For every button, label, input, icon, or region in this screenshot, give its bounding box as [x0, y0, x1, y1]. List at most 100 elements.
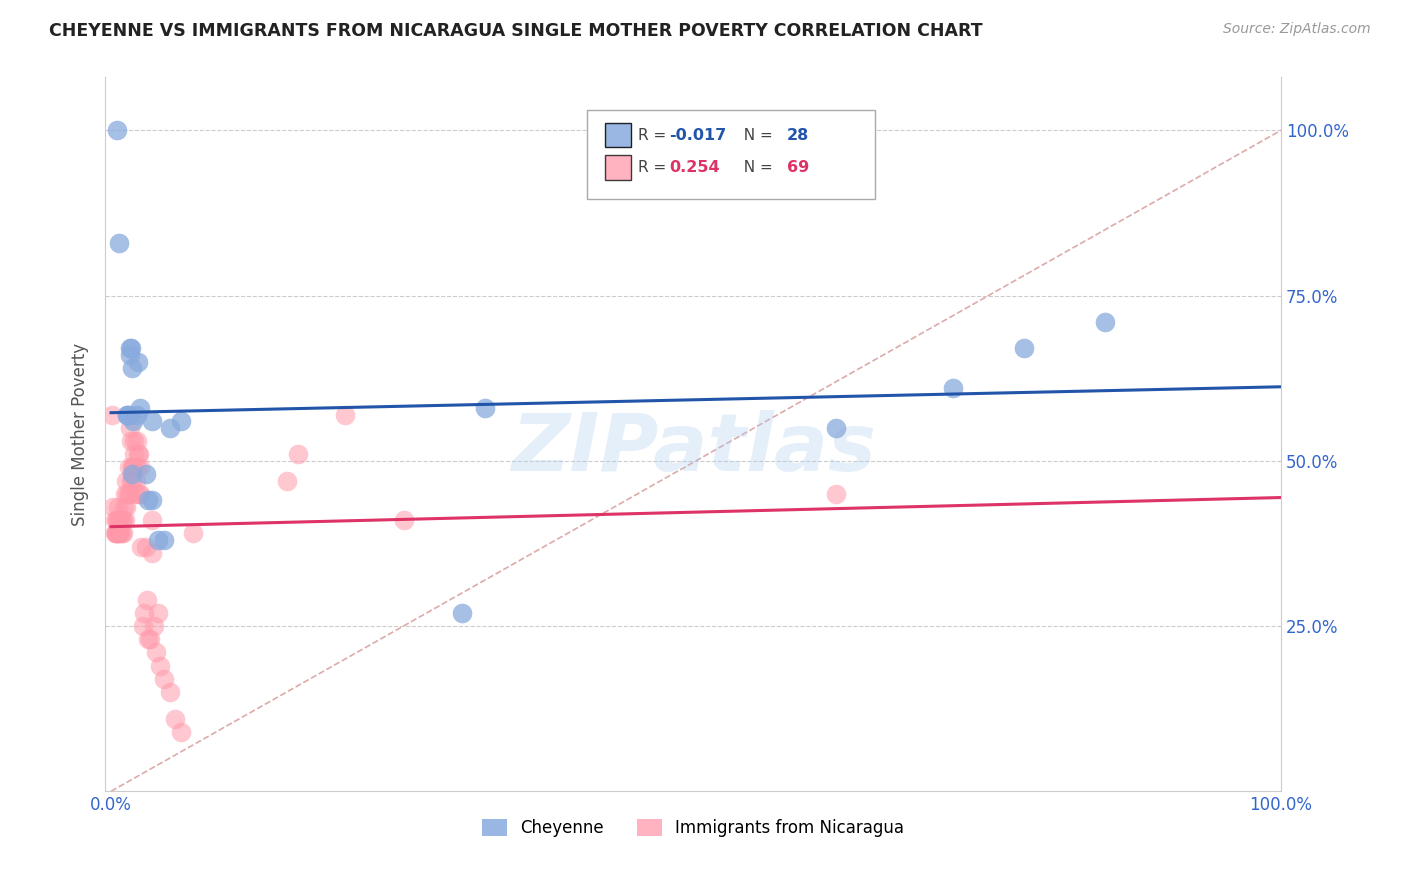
Point: [105, 513, 128, 527]
Y-axis label: Single Mother Poverty: Single Mother Poverty: [72, 343, 89, 526]
Point: [474, 401, 496, 415]
Point: [942, 381, 965, 395]
Point: [138, 632, 160, 647]
Point: [141, 493, 163, 508]
Point: [152, 533, 174, 548]
Point: [103, 500, 125, 514]
Point: [825, 421, 848, 435]
Point: [117, 487, 139, 501]
Point: [118, 342, 141, 356]
Point: [131, 540, 153, 554]
Point: [110, 526, 132, 541]
Point: [170, 414, 193, 428]
Point: [115, 474, 138, 488]
Point: [104, 526, 127, 541]
Text: R =: R =: [638, 160, 671, 175]
Point: [121, 467, 143, 481]
Point: [121, 361, 143, 376]
Point: [122, 460, 145, 475]
Point: [117, 460, 139, 475]
Point: [127, 354, 149, 368]
Text: 28: 28: [787, 128, 810, 143]
Point: [141, 546, 163, 560]
Point: [1094, 315, 1116, 329]
Point: [125, 434, 148, 448]
Point: [120, 342, 142, 356]
Point: [127, 447, 149, 461]
Point: [122, 460, 145, 475]
Point: [122, 414, 145, 428]
FancyBboxPatch shape: [605, 155, 631, 179]
Point: [110, 513, 132, 527]
Point: [108, 513, 131, 527]
Point: [392, 513, 415, 527]
Point: [135, 467, 157, 481]
Point: [143, 619, 166, 633]
Point: [103, 513, 125, 527]
Point: [108, 235, 131, 250]
Text: N =: N =: [734, 160, 778, 175]
Point: [152, 672, 174, 686]
Point: [287, 447, 309, 461]
Point: [112, 500, 135, 514]
Point: [107, 500, 129, 514]
Point: [333, 408, 356, 422]
Point: [110, 526, 132, 541]
Point: [129, 460, 152, 475]
Point: [114, 513, 136, 527]
Point: [125, 460, 148, 475]
Point: [117, 487, 139, 501]
Point: [101, 408, 124, 422]
Point: [149, 658, 172, 673]
Point: [159, 421, 181, 435]
Point: [124, 434, 146, 448]
Point: [276, 474, 298, 488]
Point: [181, 526, 204, 541]
Point: [132, 606, 155, 620]
Point: [118, 348, 141, 362]
Text: 69: 69: [787, 160, 810, 175]
Point: [138, 632, 160, 647]
Point: [103, 526, 125, 541]
Point: [825, 487, 848, 501]
Point: [165, 712, 187, 726]
Text: R =: R =: [638, 128, 671, 143]
Point: [124, 447, 146, 461]
Point: [138, 493, 160, 508]
Point: [135, 540, 157, 554]
Point: [117, 408, 139, 422]
Point: [1012, 342, 1035, 356]
FancyBboxPatch shape: [588, 110, 876, 199]
Point: [118, 421, 141, 435]
Point: [120, 434, 142, 448]
Text: ZIPatlas: ZIPatlas: [510, 409, 876, 488]
Point: [117, 408, 139, 422]
Point: [107, 526, 129, 541]
Point: [105, 123, 128, 137]
Text: CHEYENNE VS IMMIGRANTS FROM NICARAGUA SINGLE MOTHER POVERTY CORRELATION CHART: CHEYENNE VS IMMIGRANTS FROM NICARAGUA SI…: [49, 22, 983, 40]
Point: [111, 513, 134, 527]
Point: [114, 487, 136, 501]
Point: [104, 526, 127, 541]
FancyBboxPatch shape: [605, 123, 631, 147]
Point: [159, 685, 181, 699]
Point: [117, 408, 139, 422]
Text: -0.017: -0.017: [669, 128, 727, 143]
Text: N =: N =: [734, 128, 778, 143]
Point: [141, 513, 163, 527]
Point: [124, 474, 146, 488]
Point: [128, 447, 150, 461]
Point: [118, 487, 141, 501]
Point: [128, 487, 150, 501]
Text: Source: ZipAtlas.com: Source: ZipAtlas.com: [1223, 22, 1371, 37]
Point: [136, 592, 159, 607]
Point: [121, 460, 143, 475]
Point: [125, 408, 148, 422]
Point: [121, 474, 143, 488]
Point: [129, 487, 152, 501]
Point: [131, 619, 153, 633]
Point: [170, 724, 193, 739]
Point: [110, 513, 132, 527]
Point: [115, 500, 138, 514]
Text: 0.254: 0.254: [669, 160, 720, 175]
